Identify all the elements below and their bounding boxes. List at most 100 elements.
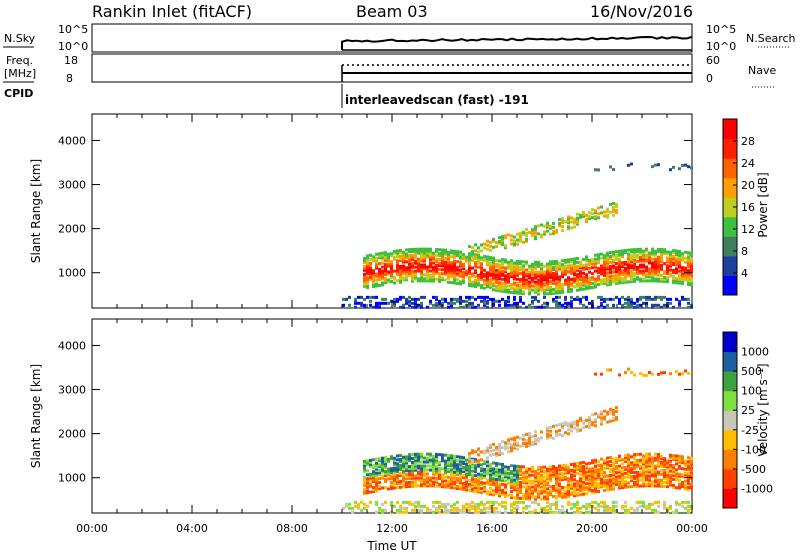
data-cell <box>405 506 408 510</box>
data-cell <box>453 273 456 277</box>
data-cell <box>630 475 633 479</box>
data-cell <box>492 284 495 288</box>
data-cell <box>459 459 462 463</box>
data-cell <box>492 506 495 510</box>
data-cell <box>381 458 384 462</box>
data-cell <box>552 473 555 477</box>
colorbar-band <box>723 197 737 218</box>
data-cell <box>435 468 438 472</box>
data-cell <box>633 474 636 478</box>
data-cell <box>576 222 579 226</box>
data-cell <box>465 480 468 484</box>
data-cell <box>516 476 519 480</box>
colorbar-frame <box>722 331 738 509</box>
data-cell <box>540 497 543 501</box>
data-cell <box>579 215 582 219</box>
data-cell <box>486 275 489 279</box>
data-cell <box>567 481 570 485</box>
data-cell <box>540 284 543 288</box>
data-cell <box>456 250 459 254</box>
data-cell <box>417 484 420 488</box>
data-cell <box>672 456 675 460</box>
data-cell <box>546 504 549 508</box>
data-cell <box>516 281 519 285</box>
data-cell <box>396 510 399 514</box>
data-cell <box>579 278 582 282</box>
data-cell <box>528 438 531 442</box>
data-cell <box>588 467 591 471</box>
data-cell <box>654 277 657 281</box>
data-cell <box>687 464 690 468</box>
data-cell <box>498 263 501 267</box>
data-cell <box>516 269 519 273</box>
data-cell <box>588 211 591 215</box>
data-cell <box>576 510 579 514</box>
data-cell <box>456 467 459 471</box>
data-cell <box>483 506 486 510</box>
data-cell <box>429 482 432 486</box>
data-cell <box>360 500 363 504</box>
data-cell <box>588 280 591 284</box>
data-cell <box>498 453 501 457</box>
data-cell <box>642 458 645 462</box>
data-cell <box>561 286 564 290</box>
data-cell <box>654 472 657 476</box>
data-cell <box>540 278 543 282</box>
data-cell <box>672 485 675 489</box>
data-cell <box>537 270 540 274</box>
data-cell <box>471 481 474 485</box>
data-cell <box>582 421 585 425</box>
data-cell <box>384 297 387 301</box>
data-cell <box>441 459 444 463</box>
data-cell <box>654 510 657 514</box>
data-cell <box>558 484 561 488</box>
data-cell <box>417 277 420 281</box>
data-cell <box>498 273 501 277</box>
data-cell <box>657 267 660 271</box>
data-cell <box>429 452 432 456</box>
data-cell <box>591 489 594 493</box>
data-cell <box>627 274 630 278</box>
data-cell <box>378 262 381 266</box>
data-cell <box>576 260 579 264</box>
data-cell <box>465 464 468 468</box>
data-cell <box>621 295 624 299</box>
data-cell <box>666 297 669 301</box>
data-cell <box>456 484 459 488</box>
data-cell <box>690 259 693 263</box>
data-cell <box>438 482 441 486</box>
data-cell <box>546 473 549 477</box>
data-cell <box>420 259 423 263</box>
data-cell <box>567 288 570 292</box>
data-cell <box>675 486 678 490</box>
data-cell <box>462 504 465 508</box>
data-cell <box>426 476 429 480</box>
data-cell <box>567 219 570 223</box>
data-cell <box>657 462 660 466</box>
data-cell <box>627 457 630 461</box>
data-cell <box>606 281 609 285</box>
data-cell <box>519 299 522 303</box>
data-cell <box>621 279 624 283</box>
data-cell <box>642 295 645 299</box>
data-cell <box>558 488 561 492</box>
data-cell <box>528 473 531 477</box>
data-cell <box>441 481 444 485</box>
data-cell <box>378 305 381 309</box>
data-cell <box>690 166 693 170</box>
data-cell <box>585 277 588 281</box>
colorbar-band <box>723 216 737 237</box>
data-cell <box>492 461 495 465</box>
data-cell <box>573 492 576 496</box>
data-cell <box>645 476 648 480</box>
data-cell <box>660 255 663 259</box>
data-cell <box>612 201 615 205</box>
data-cell <box>573 474 576 478</box>
data-cell <box>546 481 549 485</box>
data-cell <box>519 436 522 440</box>
data-cell <box>534 262 537 266</box>
data-cell <box>474 284 477 288</box>
data-cell <box>540 233 543 237</box>
data-cell <box>528 266 531 270</box>
data-cell <box>486 247 489 251</box>
